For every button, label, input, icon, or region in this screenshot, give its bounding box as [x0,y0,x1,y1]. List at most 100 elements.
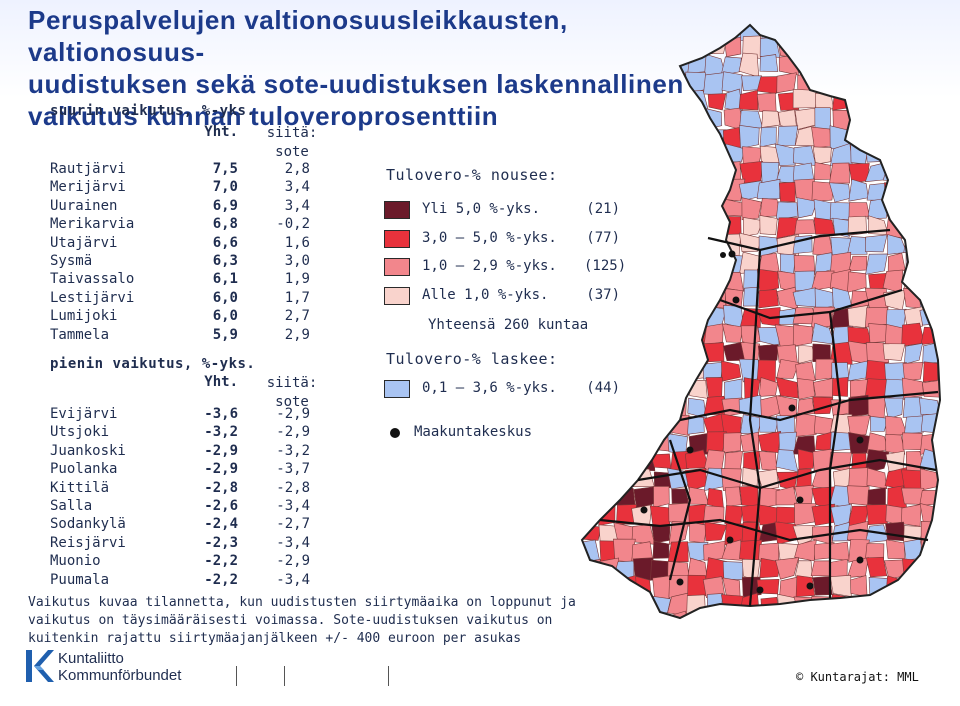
municipality-area [649,416,672,435]
legend-item: Alle 1,0 %-yks. (37) [384,285,634,307]
municipality-area [613,215,635,240]
municipality-area [815,358,834,381]
municipality-area [901,612,924,618]
municipality-area [902,362,924,382]
spacer [238,479,248,497]
municipality-area [774,324,799,348]
smallest-table: Evijärvi -3,6 -2,9 Utsjoki -3,2 -2,9 Juankoski… [50,405,310,589]
municipality-area [631,308,650,328]
municipality-area [596,25,618,37]
spacer [238,160,248,178]
municipality-area [615,596,637,614]
municipality-area [649,196,673,217]
municipality-area [598,432,617,451]
municipality-area [706,487,724,509]
municipality-area [724,378,743,401]
municipality-area [654,306,669,329]
municipality-area [832,377,849,397]
municipality-area [903,198,923,219]
municipality-area [866,612,887,618]
municipality-area [812,54,835,77]
table-row: Merikarvia 6,8 -0,2 [50,215,310,233]
region-border [679,390,939,422]
spacer [238,442,248,460]
municipality-area [921,25,940,42]
municipality-area [884,53,903,75]
municipality-area [668,362,688,383]
municipality-area [597,199,615,222]
municipality-area [776,506,797,524]
municipality-area [864,596,888,613]
municipality-area [631,323,655,343]
municipality-area [743,217,764,237]
municipality-name: Merikarvia [50,216,135,233]
municipality-area [652,575,672,599]
divider [388,666,389,686]
kuntaliitto-logo-icon [26,650,54,682]
footnote: Vaikutus kuvaa tilannetta, kun uudistust… [28,594,588,648]
municipality-area [775,201,799,221]
municipality-area [848,25,869,41]
table-row: Reisjärvi -2,3 -3,4 [50,534,310,552]
municipality-area [760,394,781,420]
municipality-area [937,521,940,545]
municipality-area [654,288,671,311]
region-border [668,439,692,581]
table-row: Utsjoki -3,2 -2,9 [50,423,310,441]
municipality-area [582,269,599,289]
municipality-area [940,235,960,256]
municipality-area [920,413,940,434]
municipality-area [687,344,707,365]
municipality-area [848,37,866,56]
municipality-area [582,306,600,325]
smallest-col-total: Yht. [204,374,238,390]
municipality-area [669,178,689,199]
municipality-area [831,615,850,618]
municipality-area [774,521,799,545]
municipality-area [864,287,889,312]
municipality-area [667,238,687,258]
municipality-area [631,251,654,272]
municipality-area [649,106,671,131]
table-row: Rautjärvi 7,5 2,8 [50,160,310,178]
municipality-area [634,92,651,109]
municipality-area [685,614,707,618]
municipality-area [811,37,834,57]
municipality-area [756,76,780,94]
municipality-area [796,197,818,219]
municipality-area [885,539,905,560]
municipality-area [650,25,672,37]
municipality-area [582,148,600,165]
municipality-area [704,521,728,542]
municipality-area [631,107,653,127]
municipality-area [870,415,889,432]
total-effect: 6,6 [212,234,238,251]
municipality-area [631,396,656,418]
municipality-area [939,539,940,563]
municipality-area [705,25,725,37]
municipality-area [885,521,907,542]
municipality-area [667,307,690,328]
total-effect: 6,8 [212,216,238,233]
legend-count: (125) [584,258,627,274]
municipality-area [921,379,940,398]
municipality-area [686,180,708,200]
municipality-area [653,486,670,508]
kuntaliitto-logo: Kuntaliitto Kommunförbundet [22,648,212,688]
municipality-area [941,288,960,309]
municipality-area [582,286,599,309]
total-effect: 5,9 [212,326,238,343]
municipality-area [919,142,940,168]
sote-effect: -2,8 [276,479,310,496]
municipality-area [900,574,924,599]
municipality-area [759,54,779,72]
municipality-area [920,37,940,54]
municipality-area [597,325,620,345]
municipality-area [848,467,870,487]
municipality-area [829,541,850,561]
legend-count: (37) [586,287,620,303]
legend-label: Alle 1,0 %-yks. [422,287,549,303]
municipality-area [775,376,799,399]
municipality-area [722,323,744,343]
spacer [238,571,248,589]
